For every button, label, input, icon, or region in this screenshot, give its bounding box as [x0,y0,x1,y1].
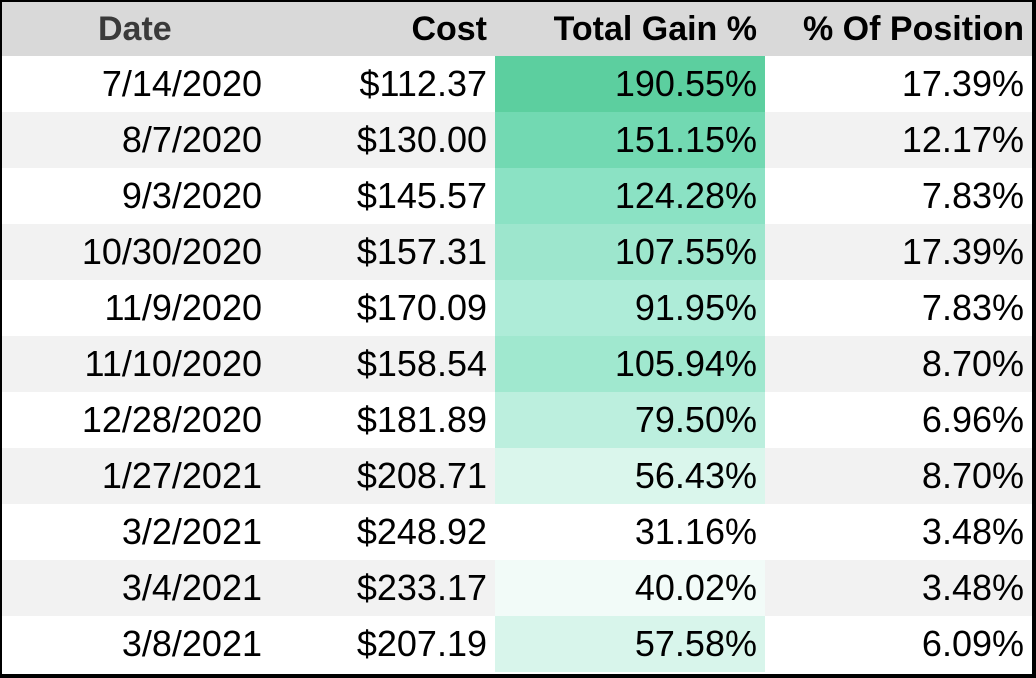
cost-cell[interactable]: $112.37 [270,56,495,112]
header-total-gain[interactable]: Total Gain % [495,2,765,56]
cost-cell[interactable]: $157.31 [270,224,495,280]
date-cell[interactable]: 3/4/2021 [2,560,270,616]
table-row: 12/28/2020 $181.89 79.50% 6.96% [2,392,1032,448]
date-cell[interactable]: 3/8/2021 [2,616,270,672]
cost-cell[interactable]: $170.09 [270,280,495,336]
cost-cell[interactable]: $130.00 [270,112,495,168]
table-row: 11/10/2020 $158.54 105.94% 8.70% [2,336,1032,392]
position-cell[interactable]: 12.17% [765,112,1032,168]
position-cell[interactable]: 3.48% [765,560,1032,616]
table-row: 8/7/2020 $130.00 151.15% 12.17% [2,112,1032,168]
position-cell[interactable]: 7.83% [765,168,1032,224]
table-row: 3/8/2021 $207.19 57.58% 6.09% [2,616,1032,672]
cost-cell[interactable]: $248.92 [270,504,495,560]
table-row: 3/2/2021 $248.92 31.16% 3.48% [2,504,1032,560]
date-cell[interactable]: 9/3/2020 [2,168,270,224]
total-gain-cell[interactable]: 124.28% [495,168,765,224]
table-row: 7/14/2020 $112.37 190.55% 17.39% [2,56,1032,112]
date-cell[interactable]: 3/2/2021 [2,504,270,560]
total-gain-cell[interactable]: 40.02% [495,560,765,616]
total-gain-cell[interactable]: 91.95% [495,280,765,336]
cost-cell[interactable]: $145.57 [270,168,495,224]
table-row: 9/3/2020 $145.57 124.28% 7.83% [2,168,1032,224]
total-gain-cell[interactable]: 79.50% [495,392,765,448]
date-cell[interactable]: 12/28/2020 [2,392,270,448]
date-cell[interactable]: 11/9/2020 [2,280,270,336]
cost-cell[interactable]: $181.89 [270,392,495,448]
date-cell[interactable]: 1/27/2021 [2,448,270,504]
position-cell[interactable]: 8.70% [765,448,1032,504]
cost-cell[interactable]: $233.17 [270,560,495,616]
position-cell[interactable]: 3.48% [765,504,1032,560]
cost-cell[interactable]: $208.71 [270,448,495,504]
total-gain-cell[interactable]: 190.55% [495,56,765,112]
position-cell[interactable]: 8.70% [765,336,1032,392]
table-row: 11/9/2020 $170.09 91.95% 7.83% [2,280,1032,336]
total-gain-cell[interactable]: 31.16% [495,504,765,560]
date-cell[interactable]: 8/7/2020 [2,112,270,168]
position-cell[interactable]: 6.96% [765,392,1032,448]
date-cell[interactable]: 11/10/2020 [2,336,270,392]
table-header-row: Date Cost Total Gain % % Of Position [2,2,1032,56]
table-row: 3/4/2021 $233.17 40.02% 3.48% [2,560,1032,616]
table-row: 10/30/2020 $157.31 107.55% 17.39% [2,224,1032,280]
date-cell[interactable]: 7/14/2020 [2,56,270,112]
header-position[interactable]: % Of Position [765,2,1032,56]
total-gain-cell[interactable]: 56.43% [495,448,765,504]
total-gain-cell[interactable]: 57.58% [495,616,765,672]
table-row: 1/27/2021 $208.71 56.43% 8.70% [2,448,1032,504]
position-cell[interactable]: 17.39% [765,224,1032,280]
header-cost[interactable]: Cost [270,2,495,56]
position-cell[interactable]: 17.39% [765,56,1032,112]
position-cell[interactable]: 7.83% [765,280,1032,336]
date-cell[interactable]: 10/30/2020 [2,224,270,280]
header-date[interactable]: Date [2,2,270,56]
cost-cell[interactable]: $207.19 [270,616,495,672]
total-gain-cell[interactable]: 107.55% [495,224,765,280]
position-cell[interactable]: 6.09% [765,616,1032,672]
total-gain-cell[interactable]: 151.15% [495,112,765,168]
total-gain-cell[interactable]: 105.94% [495,336,765,392]
cost-cell[interactable]: $158.54 [270,336,495,392]
